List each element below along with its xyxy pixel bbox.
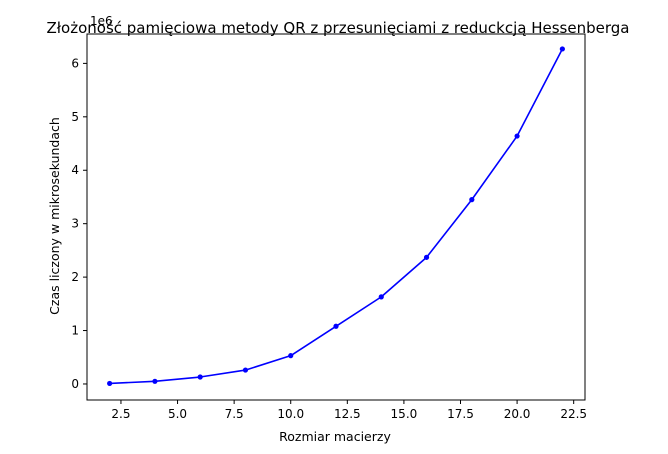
chart-title: Złożoność pamięciowa metody QR z przesun… <box>47 19 630 37</box>
x-axis-label: Rozmiar macierzy <box>279 429 391 444</box>
x-tick-label: 17.5 <box>447 407 474 421</box>
data-point <box>107 380 113 387</box>
x-tick-label: 10.0 <box>277 407 304 421</box>
data-point <box>197 374 203 380</box>
y-tick-label: 2 <box>71 270 79 284</box>
series-line <box>109 48 564 385</box>
data-point <box>514 133 520 139</box>
data-point <box>288 353 294 359</box>
data-point <box>378 294 384 300</box>
data-point <box>152 378 158 384</box>
x-tick-label: 22.5 <box>560 407 587 421</box>
x-tick-label: 20.0 <box>504 407 531 421</box>
x-tick-label: 15.0 <box>391 407 418 421</box>
data-point <box>469 197 475 203</box>
y-axis-label: Czas liczony w mikrosekundach <box>47 117 62 315</box>
y-tick-label: 5 <box>71 110 79 124</box>
x-tick-label: 5.0 <box>168 407 187 421</box>
y-tick-label: 1 <box>71 324 79 338</box>
y-tick-label: 0 <box>71 377 79 391</box>
data-point <box>242 367 249 373</box>
data-point <box>333 323 339 329</box>
x-tick-label: 2.5 <box>111 407 130 421</box>
x-tick-label: 7.5 <box>225 407 244 421</box>
y-tick-label: 3 <box>71 217 79 231</box>
x-tick-label: 12.5 <box>334 407 361 421</box>
y-tick-label: 6 <box>71 56 79 70</box>
y-offset-text: 1e6 <box>90 14 113 28</box>
axes-frame <box>86 33 586 401</box>
data-point <box>423 254 430 260</box>
plot-area: 2.5 5.0 7.5 10.0 12.5 15.0 17.5 20.0 22.5 0 1 2 3 4 5 6 <box>71 33 587 421</box>
y-tick-label: 4 <box>71 163 79 177</box>
data-point <box>559 46 565 52</box>
